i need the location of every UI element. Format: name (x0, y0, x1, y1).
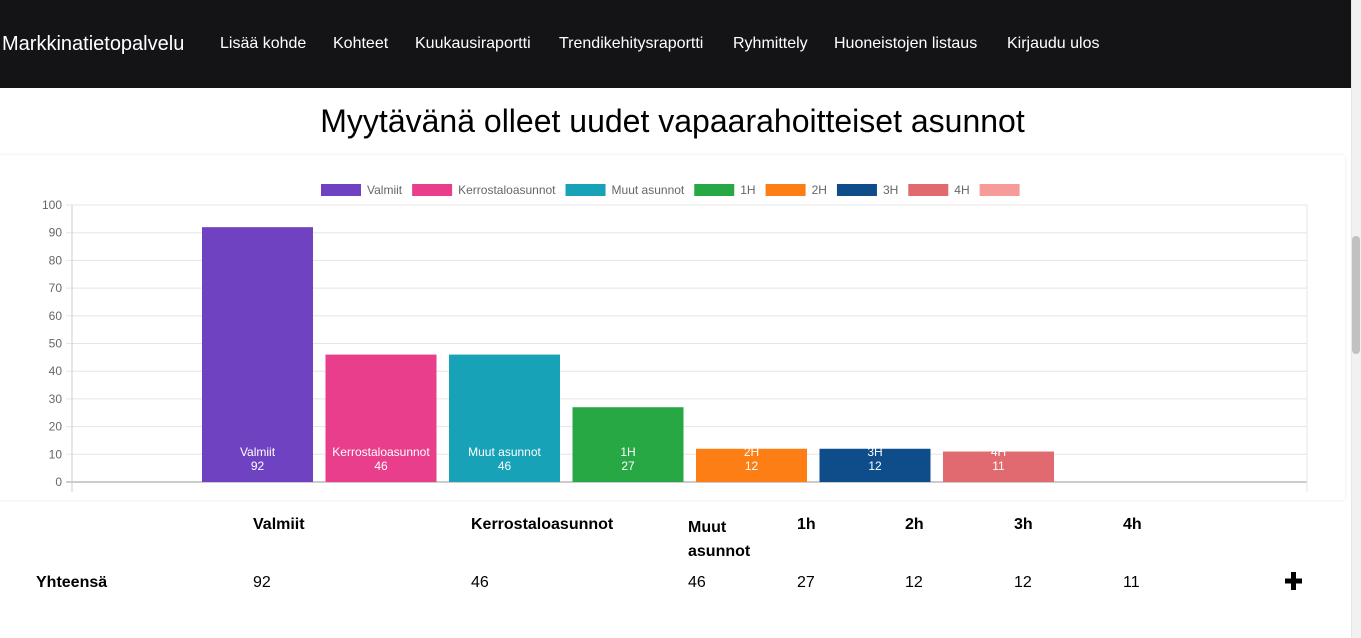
bar-label-value-2h: 12 (745, 459, 759, 473)
bar-label-value-kerrostaloasunnot: 46 (374, 459, 388, 473)
bar-2h[interactable] (696, 448, 807, 482)
bar-4h[interactable] (943, 451, 1054, 482)
y-tick-label-40: 40 (49, 364, 63, 378)
nav-kuukausiraportti[interactable]: Kuukausiraportti (415, 35, 531, 52)
legend-swatch-3h[interactable] (836, 184, 877, 196)
legend-swatch-blank[interactable] (979, 184, 1020, 196)
y-tick-label-70: 70 (49, 281, 63, 295)
nav-kirjaudu-ulos[interactable]: Kirjaudu ulos (1007, 35, 1100, 52)
table-cell-4h: 11 (1123, 574, 1140, 591)
y-tick-label-50: 50 (49, 337, 63, 351)
table-cell-muut-asunnot: 46 (688, 574, 706, 591)
table-header-kerrostaloasunnot: Kerrostaloasunnot (471, 516, 614, 533)
table-row-label: Yhteensä (36, 574, 108, 591)
nav-kohteet[interactable]: Kohteet (333, 35, 389, 52)
y-tick-label-0: 0 (55, 475, 62, 489)
table-header-valmiit: Valmiit (253, 516, 305, 533)
y-tick-label-20: 20 (49, 420, 63, 434)
legend-label-kerrostaloasunnot[interactable]: Kerrostaloasunnot (458, 183, 556, 197)
chart-card: 0 10 20 30 40 50 60 70 80 90 100 Valmiit Kerrostaloa… (0, 155, 1345, 500)
table-cell-2h: 12 (905, 574, 923, 591)
nav-ryhmittely[interactable]: Ryhmittely (733, 35, 808, 52)
plus-icon[interactable] (1283, 569, 1305, 593)
table-cell-valmiit: 92 (253, 574, 271, 591)
bar-label-value-muut-asunnot: 46 (498, 459, 512, 473)
navbar: Markkinatietopalvelu Lisää kohde Kohteet… (0, 0, 1351, 88)
bar-label-value-3h: 12 (868, 459, 882, 473)
table-header-3h: 3h (1014, 516, 1033, 533)
legend-label-muut-asunnot[interactable]: Muut asunnot (612, 183, 685, 197)
bar-label-name-muut-asunnot: Muut asunnot (468, 445, 541, 459)
legend-label-4h[interactable]: 4H (954, 183, 969, 197)
bar-label-value-1h: 27 (621, 459, 635, 473)
nav-lisaa-kohde[interactable]: Lisää kohde (220, 35, 307, 52)
legend-label-2h[interactable]: 2H (812, 183, 827, 197)
y-tick-label-90: 90 (49, 226, 63, 240)
page-scrollbar-thumb[interactable] (1352, 236, 1360, 354)
y-tick-label-100: 100 (42, 198, 62, 212)
bar-label-name-kerrostaloasunnot: Kerrostaloasunnot (332, 445, 430, 459)
table-header-2h: 2h (905, 516, 924, 533)
table-header-4h: 4h (1123, 516, 1142, 533)
legend-swatch-4h[interactable] (908, 184, 949, 196)
brand-link[interactable]: Markkinatietopalvelu (2, 33, 185, 55)
legend-swatch-1h[interactable] (694, 184, 735, 196)
bar-label-value-4h: 11 (992, 459, 1005, 473)
nav-trendikehitysraportti[interactable]: Trendikehitysraportti (559, 35, 704, 52)
bar-label-name-3h: 3H (867, 445, 882, 459)
bar-chart: 0 10 20 30 40 50 60 70 80 90 100 Valmiit Kerrostaloa… (42, 183, 1308, 492)
legend-label-3h[interactable]: 3H (883, 183, 898, 197)
bar-1h[interactable] (572, 407, 684, 482)
table-header-muut-asunnot: Muut asunnot (688, 519, 751, 560)
nav-huoneistojen-listaus[interactable]: Huoneistojen listaus (834, 35, 978, 52)
y-tick-label-10: 10 (49, 447, 63, 461)
bar-label-name-4h: 4H (991, 445, 1006, 459)
y-tick-label-80: 80 (49, 253, 63, 267)
legend-swatch-muut-asunnot[interactable] (565, 184, 606, 196)
legend-label-1h[interactable]: 1H (740, 183, 755, 197)
bar-kerrostaloasunnot[interactable] (325, 354, 437, 482)
legend-swatch-2h[interactable] (765, 184, 806, 196)
bar-label-value-valmiit: 92 (251, 459, 265, 473)
bar-label-name-2h: 2H (744, 445, 759, 459)
bar-muut-asunnot[interactable] (449, 354, 560, 482)
bar-valmiit[interactable] (202, 227, 313, 482)
bar-label-name-1h: 1H (620, 445, 635, 459)
table-header-1h: 1h (797, 516, 816, 533)
legend-swatch-valmiit[interactable] (321, 184, 361, 196)
table-cell-3h: 12 (1014, 574, 1032, 591)
y-tick-label-60: 60 (49, 309, 63, 323)
legend-swatch-kerrostaloasunnot[interactable] (412, 184, 453, 196)
bar-label-name-valmiit: Valmiit (240, 445, 276, 459)
legend-label-valmiit[interactable]: Valmiit (367, 183, 403, 197)
table-cell-kerrostaloasunnot: 46 (471, 574, 489, 591)
table-cell-1h: 27 (797, 574, 815, 591)
page-title: Myytävänä olleet uudet vapaarahoitteiset… (320, 103, 1025, 139)
bar-3h[interactable] (819, 448, 931, 482)
y-tick-label-30: 30 (49, 392, 63, 406)
